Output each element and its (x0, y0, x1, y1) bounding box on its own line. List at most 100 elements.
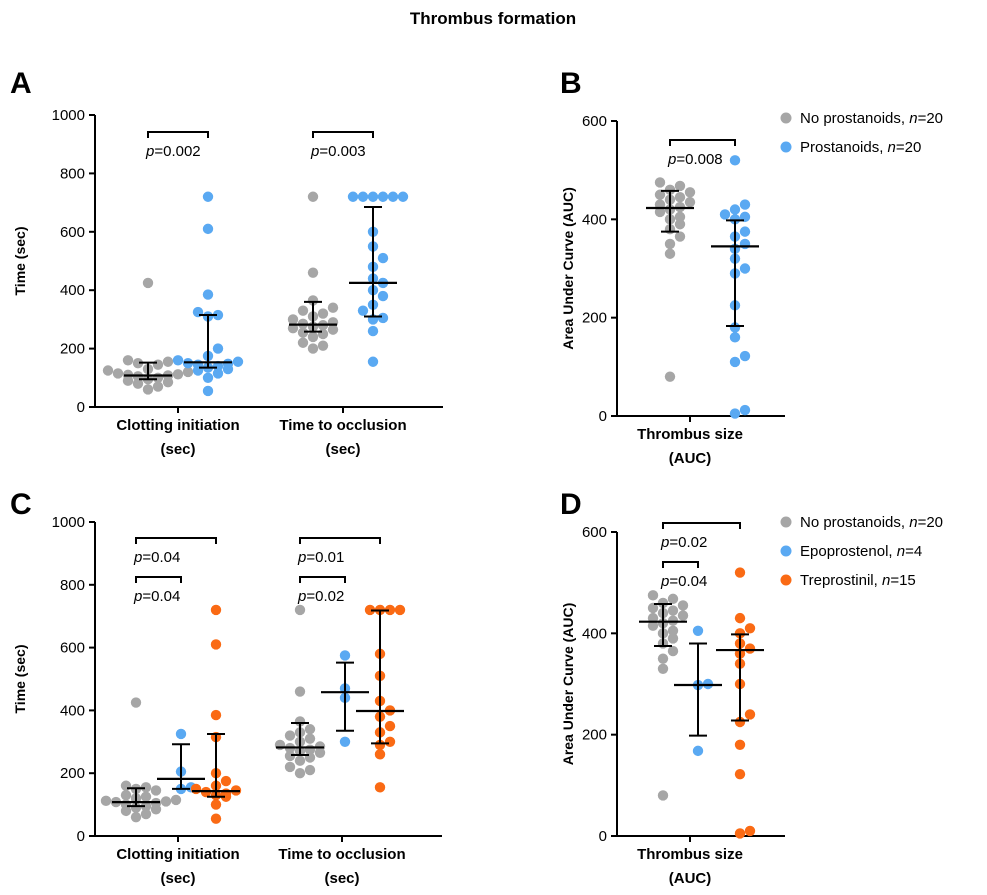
data-point-none (317, 308, 329, 319)
y-tick-label: 200 (582, 727, 607, 744)
data-point-none (657, 790, 669, 801)
bracket-line (135, 576, 182, 583)
data-point-none (140, 800, 152, 812)
data-point-none (284, 730, 296, 741)
p-value: =0.01 (306, 549, 344, 566)
significance-bracket: p=0.04 (133, 537, 217, 566)
legend-marker-tre (780, 574, 792, 586)
panel-c-chart: 0 200 400 600 800 1000 Time (sec) Clotting init… (12, 514, 442, 887)
data-point-none (667, 593, 679, 605)
p-symbol: p (660, 534, 669, 551)
data-point-tre (374, 782, 386, 793)
significance-bracket: p=0.02 (297, 576, 346, 605)
x-category-sublabel: (sec) (324, 870, 359, 887)
x-category-label: Clotting initiation (116, 846, 239, 863)
legend-series-name: No prostanoids, (800, 110, 909, 127)
bracket-line (312, 131, 374, 138)
data-point-none (327, 317, 339, 328)
y-tick-label: 200 (60, 765, 85, 782)
data-point-none (130, 811, 142, 823)
y-tick-label: 400 (60, 702, 85, 719)
p-value: =0.04 (669, 573, 707, 590)
data-point-tre (734, 628, 746, 639)
data-point-pro (347, 191, 359, 202)
bracket-line (662, 561, 699, 568)
y-tick-label: 800 (60, 577, 85, 594)
data-point-epo (175, 728, 187, 740)
data-point-pro (232, 356, 244, 367)
data-point-none (287, 314, 299, 325)
data-point-none (657, 597, 669, 609)
data-point-tre (210, 639, 222, 650)
y-tick-label: 400 (60, 282, 85, 299)
p-symbol: p (660, 573, 669, 590)
significance-bracket: p=0.002 (145, 131, 209, 160)
data-point-pro (729, 332, 741, 343)
legend-label-none: No prostanoids, n=20 (800, 514, 943, 531)
data-point-none (162, 356, 174, 367)
data-point-none (152, 381, 164, 392)
y-tick-label: 1000 (52, 514, 85, 531)
y-tick-label: 600 (60, 224, 85, 241)
x-category-label: Thrombus size (637, 846, 743, 863)
data-point-none (284, 761, 296, 773)
data-point-none (667, 625, 679, 636)
data-point-none (150, 785, 162, 796)
x-category-label: Time to occlusion (278, 846, 405, 863)
significance-bracket: p=0.04 (660, 561, 707, 590)
bracket-line (135, 537, 217, 544)
data-point-pro (357, 305, 369, 316)
p-value: =0.04 (142, 588, 180, 605)
data-point-pro (367, 325, 379, 337)
p-value-label: p=0.04 (133, 549, 180, 566)
data-point-none (130, 697, 142, 708)
data-point-none (140, 808, 152, 820)
y-tick-label: 1000 (52, 107, 85, 124)
data-point-tre (734, 612, 746, 624)
data-point-none (297, 327, 309, 338)
data-point-pro (212, 343, 224, 354)
y-axis-label: Area Under Curve (AUC) (560, 187, 576, 350)
data-point-tre (734, 739, 746, 750)
y-tick-label: 200 (582, 310, 607, 327)
data-point-none (664, 248, 676, 259)
data-point-none (140, 782, 152, 793)
data-point-pro (729, 204, 741, 215)
significance-bracket: p=0.04 (133, 576, 182, 605)
data-point-tre (374, 739, 386, 751)
data-point-none (327, 324, 339, 335)
data-point-none (294, 716, 306, 727)
data-point-tre (364, 604, 376, 616)
legend-n-value: =15 (890, 572, 915, 589)
data-point-none (132, 378, 144, 389)
data-point-tre (210, 604, 222, 616)
panel-label-d: D (560, 488, 582, 521)
p-value-label: p=0.008 (667, 151, 723, 168)
data-point-none (304, 733, 316, 744)
data-point-pro (739, 404, 751, 416)
data-point-pro (387, 191, 399, 202)
data-point-pro (719, 209, 731, 220)
data-point-none (294, 768, 306, 779)
x-category-sublabel: (AUC) (669, 870, 712, 887)
p-value-label: p=0.02 (297, 588, 344, 605)
p-value-label: p=0.002 (145, 143, 201, 160)
data-point-none (284, 750, 296, 762)
data-point-pro (729, 155, 741, 166)
data-point-pro (377, 312, 389, 324)
data-point-none (654, 189, 666, 200)
data-point-none (674, 180, 686, 192)
panel-label-b: B (560, 67, 582, 100)
data-point-pro (729, 322, 741, 333)
y-tick-label: 200 (60, 341, 85, 358)
data-point-pro (222, 358, 234, 369)
data-point-tre (210, 709, 222, 721)
data-point-tre (384, 604, 396, 616)
data-point-none (307, 267, 319, 278)
y-tick-label: 400 (582, 211, 607, 228)
data-point-tre (744, 709, 756, 720)
data-point-none (100, 795, 112, 807)
data-point-pro (739, 226, 751, 237)
data-point-none (667, 645, 679, 657)
data-point-none (307, 331, 319, 343)
